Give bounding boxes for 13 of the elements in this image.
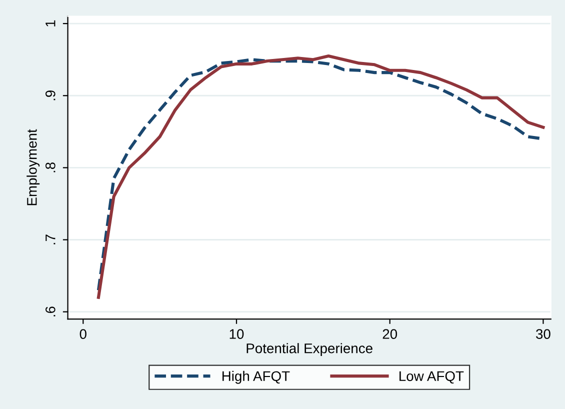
legend-label: Low AFQT xyxy=(400,371,464,384)
x-tick-label: 10 xyxy=(230,329,244,339)
x-tick-label: 30 xyxy=(536,329,550,339)
y-tick-label: .6 xyxy=(46,306,56,316)
y-tick-label: .7 xyxy=(46,234,56,244)
x-tick-label: 0 xyxy=(80,329,86,339)
y-tick-label: .9 xyxy=(46,90,56,100)
x-axis-title: Potential Experience xyxy=(246,343,372,356)
x-tick-label: 20 xyxy=(382,329,398,339)
legend-label: High AFQT xyxy=(222,370,290,384)
y-axis-title: Employment xyxy=(26,129,40,206)
y-tick-label: .8 xyxy=(46,162,56,172)
y-tick-label: 1 xyxy=(46,20,56,26)
